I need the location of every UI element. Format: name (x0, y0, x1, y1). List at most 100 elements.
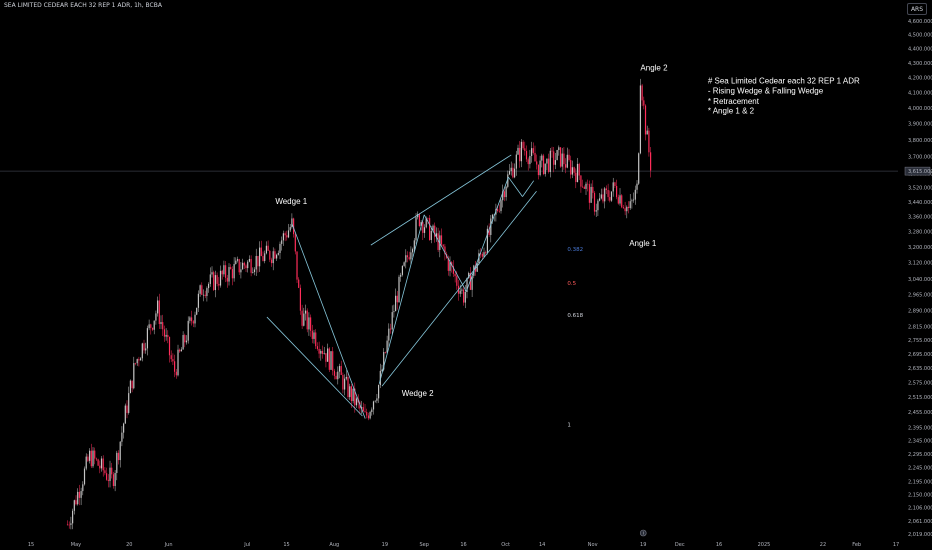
candle-body-152 (323, 353, 325, 354)
wedge1-upper-line[interactable] (291, 224, 366, 419)
candle-body-250 (490, 218, 492, 235)
candle-body-168 (350, 386, 353, 402)
candle-body-342 (646, 130, 648, 135)
y-tick-label: 3,440.000 (908, 200, 932, 206)
x-tick-label: Aug (329, 542, 339, 548)
wedge2-upper-line[interactable] (370, 154, 512, 246)
candle-body-274 (531, 148, 533, 157)
candle-body-210 (422, 222, 424, 233)
zigzag-leg-2[interactable] (423, 214, 467, 292)
candle-body-125 (277, 252, 279, 255)
y-tick-label: 2,890.000 (908, 308, 932, 314)
candle-body-325 (617, 197, 619, 204)
candle-body-261 (508, 171, 511, 175)
candle-body-219 (437, 233, 439, 250)
candle-body-7 (77, 491, 79, 505)
y-tick-label: 2,345.000 (908, 439, 932, 445)
candle-body-194 (395, 295, 397, 312)
candle-body-36 (126, 405, 128, 413)
x-tick-label: 17 (893, 542, 899, 548)
candle-body-321 (610, 191, 613, 201)
candle-body-160 (337, 371, 339, 380)
candle-body-218 (435, 233, 438, 237)
candle-body-104 (242, 262, 244, 270)
candle-body-59 (165, 334, 167, 337)
candle-body-130 (286, 235, 288, 238)
candle-body-147 (315, 332, 317, 347)
candle-body-111 (253, 269, 256, 273)
zigzag-leg-4[interactable] (508, 176, 523, 197)
candle-body-245 (481, 253, 483, 257)
candle-body-324 (616, 185, 618, 198)
y-tick-label: 3,520.000 (908, 186, 932, 192)
candle-body-200 (405, 255, 407, 263)
candle-body-156 (330, 351, 332, 370)
zigzag-leg-1[interactable] (378, 214, 425, 384)
candle-body-165 (345, 376, 347, 379)
candle-body-338 (639, 85, 642, 154)
candle-body-287 (553, 151, 555, 165)
candle-body-315 (600, 194, 602, 199)
candle-body-140 (303, 313, 305, 326)
candle-body-248 (486, 228, 489, 254)
candle-body-118 (265, 245, 268, 254)
candle-body-126 (279, 243, 281, 253)
candle-body-233 (461, 289, 463, 291)
candle-body-113 (257, 255, 259, 267)
zigzag-leg-3[interactable] (465, 177, 509, 292)
candle-body-337 (638, 153, 640, 184)
candle-body-66 (177, 349, 179, 376)
candle-body-301 (576, 163, 579, 182)
candle-body-319 (607, 189, 609, 198)
candle-body-344 (650, 152, 652, 171)
x-tick-label: 16 (460, 542, 466, 548)
candle-body-135 (294, 234, 296, 252)
candle-body-164 (344, 378, 346, 390)
zigzag-leg-5[interactable] (522, 180, 535, 197)
price-axis[interactable]: 4,600.000 4,500.000 4,400.000 4,300.000 4,20… (904, 19, 932, 538)
candle-body-24 (106, 473, 108, 480)
candle-body-203 (410, 252, 412, 260)
candle-body-249 (488, 228, 490, 235)
candle-body-76 (194, 314, 196, 324)
last-price-badge[interactable] (904, 166, 931, 176)
y-tick-label: 3,800.000 (908, 138, 932, 144)
candle-body-232 (459, 290, 461, 294)
candle-body-166 (347, 376, 349, 398)
candle-body-339 (641, 85, 643, 101)
candle-body-119 (267, 245, 269, 251)
candle-body-211 (423, 227, 426, 233)
candle-body-83 (206, 288, 208, 297)
candle-body-193 (393, 311, 395, 313)
candle-body-292 (561, 153, 563, 167)
candle-body-204 (412, 249, 414, 253)
candle-body-79 (199, 285, 201, 294)
time-axis[interactable]: 15 May 20 Jun Jul 15 Aug 19 Sep 16 Oct 14 Nov 19 Dec 16… (28, 529, 899, 548)
candle-body-70 (184, 335, 186, 343)
candle-body-265 (515, 154, 517, 169)
candle-body-87 (213, 272, 215, 291)
wedge2-lower-line[interactable] (381, 191, 537, 387)
candle-body-314 (599, 198, 601, 201)
candle-body-73 (189, 317, 191, 321)
wedge1-lower-line[interactable] (266, 316, 363, 417)
candle-body-19 (97, 459, 99, 466)
y-tick-label: 4,200.000 (908, 75, 932, 81)
trendlines-layer[interactable] (266, 154, 537, 419)
candle-body-169 (352, 388, 354, 402)
candle-body-186 (381, 369, 383, 371)
candle-body-15 (90, 450, 92, 467)
candle-body-271 (525, 151, 528, 160)
candle-body-103 (240, 269, 242, 273)
candle-body-334 (633, 199, 635, 201)
candle-body-33 (121, 432, 123, 442)
chart-symbol-title[interactable]: SEA LIMITED CEDEAR EACH 32 REP 1 ADR, 1h… (4, 2, 162, 9)
candle-body-235 (464, 292, 466, 303)
currency-badge[interactable]: ARS (907, 3, 927, 15)
candle-body-189 (386, 340, 388, 353)
candle-body-223 (444, 246, 446, 254)
candle-body-228 (452, 266, 455, 274)
candle-body-142 (306, 310, 308, 330)
candle-body-120 (269, 250, 271, 260)
